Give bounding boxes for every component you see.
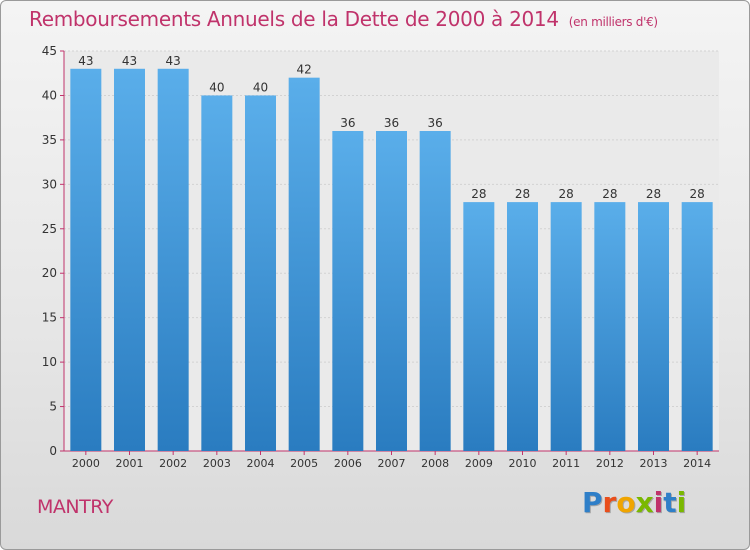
y-tick-label: 40 <box>42 88 57 102</box>
x-tick-label: 2000 <box>72 457 100 470</box>
bar <box>419 131 451 451</box>
bar-value-label: 43 <box>122 54 137 68</box>
bar-value-label: 36 <box>340 116 355 130</box>
bar-value-label: 42 <box>297 63 312 77</box>
bar-value-label: 40 <box>209 80 224 94</box>
x-tick-label: 2006 <box>334 457 362 470</box>
x-tick-label: 2012 <box>596 457 624 470</box>
bar-value-label: 43 <box>166 54 181 68</box>
logo-letter: t <box>663 486 677 519</box>
y-tick-label: 45 <box>42 44 57 58</box>
bar <box>288 77 320 452</box>
bar <box>70 68 102 452</box>
y-tick-label: 0 <box>49 444 57 458</box>
logo-letter: i <box>653 486 664 519</box>
bar <box>114 68 145 452</box>
y-tick-label: 20 <box>42 266 57 280</box>
x-tick-label: 2003 <box>203 457 231 470</box>
y-tick-label: 35 <box>42 133 57 147</box>
x-tick-label: 2014 <box>683 457 711 470</box>
x-tick-label: 2002 <box>159 457 187 470</box>
commune-name: MANTRY <box>37 496 113 518</box>
bar <box>157 68 189 452</box>
bar-value-label: 28 <box>515 187 530 201</box>
y-tick-label: 10 <box>42 355 57 369</box>
y-tick-label: 15 <box>42 311 57 325</box>
bar <box>638 202 669 451</box>
bar <box>201 95 233 451</box>
y-tick-label: 25 <box>42 222 57 236</box>
bar <box>507 202 538 451</box>
x-tick-label: 2004 <box>247 457 275 470</box>
x-tick-label: 2001 <box>116 457 144 470</box>
bar <box>463 202 495 451</box>
x-tick-label: 2005 <box>290 457 318 470</box>
x-tick-label: 2013 <box>640 457 668 470</box>
x-tick-label: 2007 <box>378 457 406 470</box>
chart-unit-note: (en milliers d'€) <box>568 15 658 29</box>
bar <box>332 131 364 451</box>
bar-value-label: 36 <box>384 116 399 130</box>
logo-letter: P <box>582 486 603 519</box>
chart-title: Remboursements Annuels de la Dette de 20… <box>29 7 658 31</box>
bar <box>594 202 626 451</box>
bar-value-label: 40 <box>253 80 268 94</box>
bar-value-label: 28 <box>559 187 574 201</box>
x-tick-label: 2010 <box>509 457 537 470</box>
bar <box>376 131 407 451</box>
x-tick-label: 2009 <box>465 457 493 470</box>
logo-letter: x <box>635 486 654 519</box>
logo-letter: o <box>616 486 636 519</box>
x-tick-label: 2011 <box>552 457 580 470</box>
y-tick-label: 5 <box>49 400 57 414</box>
logo-letter: i <box>676 486 687 519</box>
x-tick-label: 2008 <box>421 457 449 470</box>
proxiti-logo: Proxiti <box>582 486 686 519</box>
bar <box>550 202 582 451</box>
bar-value-label: 28 <box>471 187 486 201</box>
bar-value-label: 43 <box>78 54 93 68</box>
chart-title-text: Remboursements Annuels de la Dette de 20… <box>29 7 559 31</box>
bar-value-label: 28 <box>646 187 661 201</box>
bar-value-label: 28 <box>690 187 705 201</box>
bar <box>681 202 713 451</box>
y-tick-label: 30 <box>42 177 57 191</box>
bar-value-label: 28 <box>602 187 617 201</box>
bar <box>245 95 276 451</box>
logo-letter: r <box>602 486 617 519</box>
bar-value-label: 36 <box>428 116 443 130</box>
